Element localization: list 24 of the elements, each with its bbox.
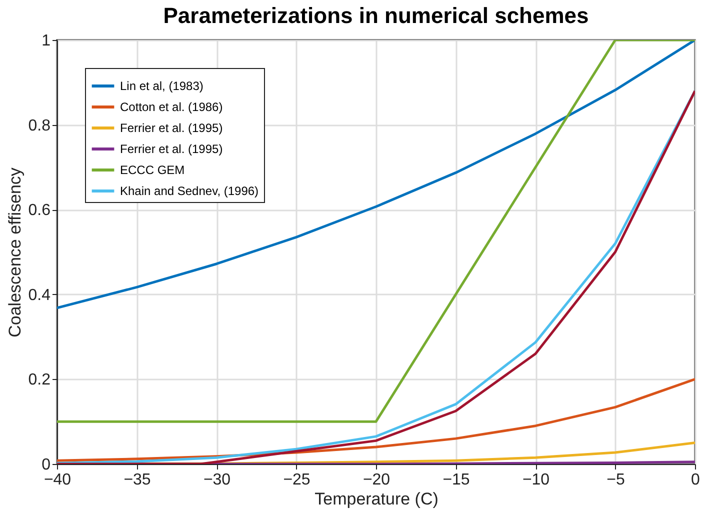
x-tick-label: −40 xyxy=(44,472,72,488)
y-axis-title: Coalescence effisency xyxy=(5,167,24,338)
x-tick-label: −30 xyxy=(203,472,231,488)
y-tick-label: 1 xyxy=(42,32,51,50)
y-tick-label: 0.8 xyxy=(28,117,51,134)
x-tick-label: −20 xyxy=(362,472,390,488)
y-tick-label: 0.4 xyxy=(28,286,51,304)
legend-label: ECCC GEM xyxy=(120,163,185,177)
x-axis-title: Temperature (C) xyxy=(314,490,438,508)
x-tick-label: −25 xyxy=(283,472,310,488)
legend-label: Cotton et al. (1986) xyxy=(120,100,223,114)
legend-label: Khain and Sednev, (1996) xyxy=(120,184,259,198)
x-tick-label: −15 xyxy=(442,472,470,488)
y-tick-label: 0 xyxy=(42,456,51,474)
x-tick-label: 0 xyxy=(691,472,700,488)
y-tick-label: 0.2 xyxy=(28,372,51,389)
x-tick-label: −35 xyxy=(124,472,151,488)
legend-label: Ferrier et al. (1995) xyxy=(120,121,223,135)
y-tick-label: 0.6 xyxy=(28,202,51,220)
chart-title: Parameterizations in numerical schemes xyxy=(163,3,589,28)
x-tick-label: −10 xyxy=(522,472,550,488)
legend-label: Lin et al, (1983) xyxy=(120,79,204,93)
legend-label: Ferrier et al. (1995) xyxy=(120,142,223,156)
x-tick-label: −5 xyxy=(606,472,625,488)
